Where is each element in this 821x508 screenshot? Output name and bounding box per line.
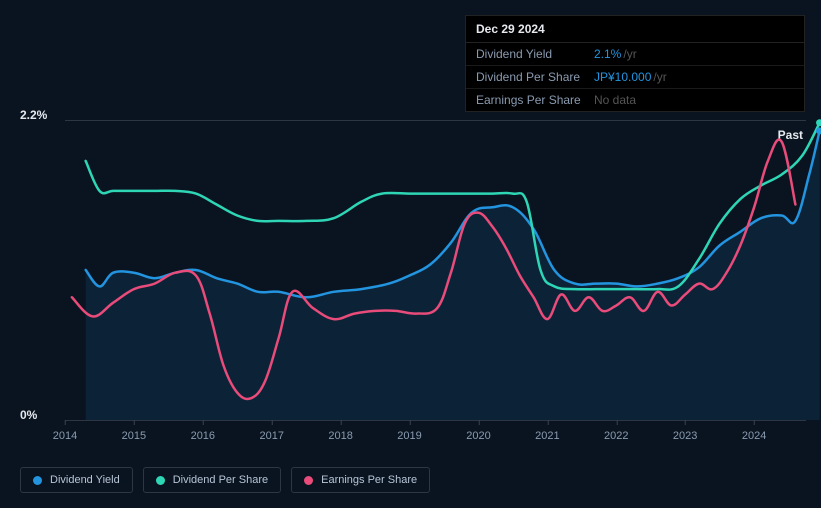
x-axis-tick-label: 2019 [397,426,421,442]
gridline-bottom [65,420,806,421]
tooltip-row: Dividend Yield2.1% /yr [466,43,804,66]
tooltip-row-nodata: No data [594,93,636,107]
x-axis-tick: 2017 [259,426,283,442]
y-axis-label-min: 0% [20,408,37,422]
chart-legend: Dividend Yield Dividend Per Share Earnings… [20,467,430,493]
legend-label: Earnings Per Share [321,474,417,486]
y-axis-label-max: 2.2% [20,108,47,122]
tooltip-row-value: 2.1% [594,47,621,61]
tooltip-rows: Dividend Yield2.1% /yrDividend Per Share… [466,43,804,111]
x-axis-tick-label: 2024 [742,426,766,442]
legend-dot-icon [304,476,313,485]
x-axis-tick-label: 2018 [328,426,352,442]
tooltip-row: Earnings Per ShareNo data [466,89,804,111]
chart-tooltip: Dec 29 2024 Dividend Yield2.1% /yrDivide… [465,15,805,112]
x-axis-tick: 2019 [397,426,421,442]
x-axis-tick: 2024 [742,426,766,442]
tooltip-row-label: Dividend Per Share [476,70,594,84]
x-axis-tick-label: 2023 [673,426,697,442]
tooltip-row-suffix: /yr [653,70,666,84]
series-end-dot [816,119,821,126]
x-axis-tick: 2023 [673,426,697,442]
chart-area: 2.2% 0% Past 201420152016201720182019202… [20,108,806,438]
tooltip-row: Dividend Per ShareJP¥10.000 /yr [466,66,804,89]
x-axis-tick-label: 2015 [122,426,146,442]
legend-label: Dividend Per Share [173,474,268,486]
x-axis-tick: 2021 [535,426,559,442]
x-axis-tick: 2020 [466,426,490,442]
x-axis-tick-label: 2020 [466,426,490,442]
x-axis-tick: 2014 [53,426,77,442]
x-axis-tick-label: 2022 [604,426,628,442]
x-axis-tick-label: 2021 [535,426,559,442]
tooltip-row-label: Earnings Per Share [476,93,594,107]
x-axis-tick: 2022 [604,426,628,442]
tooltip-row-label: Dividend Yield [476,47,594,61]
chart-svg [65,120,821,420]
legend-dot-icon [33,476,42,485]
x-axis-tick-label: 2017 [259,426,283,442]
legend-label: Dividend Yield [50,474,120,486]
x-axis-tick: 2018 [328,426,352,442]
legend-item[interactable]: Dividend Per Share [143,467,281,493]
x-axis-tick-label: 2014 [53,426,77,442]
x-axis-tick: 2015 [122,426,146,442]
legend-item[interactable]: Dividend Yield [20,467,133,493]
x-axis-tick-label: 2016 [191,426,215,442]
legend-item[interactable]: Earnings Per Share [291,467,430,493]
tooltip-row-suffix: /yr [623,47,636,61]
tooltip-row-value: JP¥10.000 [594,70,651,84]
x-axis: 2014201520162017201820192020202120222023… [65,426,821,450]
x-axis-tick: 2016 [191,426,215,442]
tooltip-date: Dec 29 2024 [466,16,804,43]
legend-dot-icon [156,476,165,485]
